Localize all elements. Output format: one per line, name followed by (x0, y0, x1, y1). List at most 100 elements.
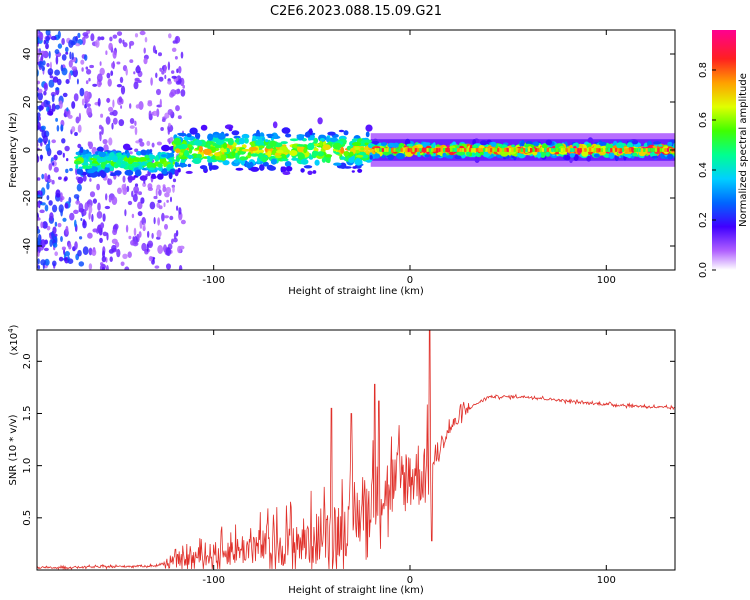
heatmap-cell (365, 131, 370, 138)
heatmap-cell (381, 155, 385, 159)
heatmap-cell (161, 144, 170, 152)
heatmap-cell (584, 148, 587, 152)
heatmap-cell (180, 159, 186, 163)
heatmap-cell (52, 260, 57, 267)
heatmap-cell (138, 166, 144, 170)
heatmap-cell (112, 34, 118, 39)
heatmap-cell (157, 199, 162, 203)
heatmap-cell (167, 128, 170, 135)
heatmap-cell (151, 142, 155, 148)
heatmap-cell (64, 176, 68, 182)
heatmap-cell (81, 67, 84, 72)
heatmap-cell (60, 64, 63, 72)
heatmap-cell (104, 205, 111, 210)
heatmap-cell (89, 163, 98, 166)
heatmap-cell (645, 148, 648, 152)
heatmap-cell (352, 142, 361, 147)
heatmap-cell (40, 221, 44, 229)
heatmap-cell (58, 204, 64, 213)
heatmap-cell (309, 128, 313, 136)
heatmap-cell (88, 247, 93, 256)
heatmap-cell (37, 48, 40, 52)
colorbar-tick-label: 0.8 (698, 62, 709, 78)
heatmap-cell (387, 154, 394, 161)
heatmap-cell (261, 156, 268, 163)
heatmap-cell (586, 155, 592, 162)
heatmap-cell (66, 107, 69, 112)
heatmap-cell (152, 110, 158, 116)
heatmap-cell (41, 65, 45, 72)
heatmap-cell (530, 148, 533, 152)
heatmap-cell (443, 148, 446, 152)
heatmap-cell (386, 148, 389, 152)
heatmap-cell (79, 236, 83, 240)
heatmap-cell (116, 31, 123, 36)
heatmap-cell (92, 83, 98, 87)
heatmap-cell (157, 245, 164, 254)
heatmap-cell (106, 98, 111, 103)
heatmap-cell (78, 166, 84, 170)
heatmap-cell (222, 142, 228, 149)
heatmap-cell (480, 151, 484, 156)
heatmap-cell (400, 148, 403, 152)
heatmap-cell (617, 148, 620, 152)
heatmap-cell (267, 150, 272, 158)
heatmap-cell (139, 175, 148, 181)
heatmap-cell (569, 153, 575, 158)
heatmap-cell (96, 183, 100, 191)
heatmap-cell (623, 153, 633, 158)
heatmap-cell (97, 36, 101, 41)
heatmap-cell (49, 75, 54, 79)
spectrogram-axes: -100 0 100 -40 -20 0 20 40 (22, 30, 675, 286)
heatmap-cell (520, 142, 525, 146)
heatmap-cell (196, 153, 202, 159)
heatmap-cell (157, 217, 161, 226)
heatmap-cell (532, 148, 535, 152)
heatmap-cell (402, 148, 406, 152)
heatmap-cell (72, 36, 78, 45)
heatmap-cell (109, 111, 115, 116)
heatmap-cell (667, 153, 674, 160)
heatmap-cell (511, 144, 515, 148)
heatmap-cell (166, 263, 171, 270)
heatmap-cell (607, 148, 611, 152)
heatmap-cell (412, 148, 415, 152)
heatmap-cell (128, 235, 132, 240)
heatmap-cell (563, 148, 566, 152)
heatmap-cell (54, 221, 58, 227)
heatmap-cell (46, 195, 50, 201)
heatmap-cell (108, 106, 114, 112)
heatmap-cell (168, 172, 173, 180)
heatmap-cell (49, 212, 54, 221)
heatmap-cell (171, 70, 175, 74)
heatmap-cell (58, 176, 62, 180)
y-tick-label: 0 (22, 147, 33, 153)
heatmap-cell (340, 156, 346, 160)
heatmap-cell (134, 126, 138, 136)
heatmap-cell (75, 151, 80, 155)
heatmap-cell (388, 148, 391, 152)
heatmap-cell (276, 149, 284, 154)
heatmap-cell (164, 223, 168, 230)
heatmap-cell (37, 265, 41, 270)
heatmap-cell (92, 198, 97, 204)
spectrogram-heatmap (37, 30, 675, 270)
heatmap-cell (250, 153, 259, 157)
heatmap-cell (44, 258, 50, 266)
heatmap-cell (133, 81, 139, 90)
heatmap-cell (37, 258, 40, 265)
heatmap-cell (57, 30, 61, 39)
heatmap-cell (135, 104, 140, 109)
heatmap-cell (136, 64, 140, 71)
heatmap-cell (351, 170, 355, 173)
heatmap-cell (45, 35, 50, 42)
heatmap-cell (51, 139, 56, 144)
heatmap-cell (579, 148, 582, 152)
heatmap-cell (651, 155, 659, 159)
heatmap-cell (147, 230, 150, 238)
heatmap-cell (487, 148, 490, 152)
heatmap-cell (474, 155, 480, 163)
heatmap-cell (155, 154, 159, 162)
heatmap-cell (79, 146, 84, 154)
heatmap-cell (203, 148, 212, 155)
